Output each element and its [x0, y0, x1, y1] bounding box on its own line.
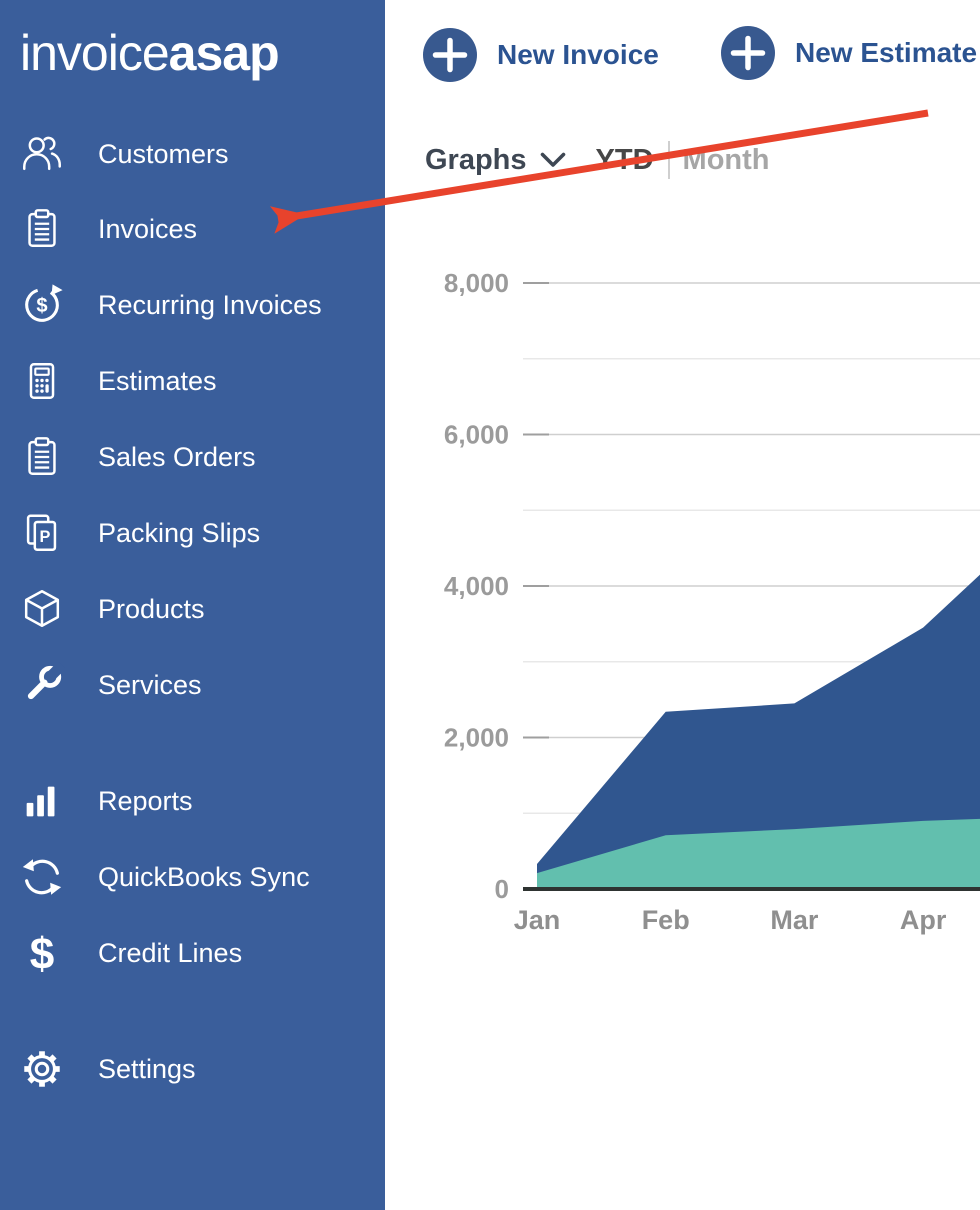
services-icon — [18, 661, 66, 709]
plus-circle-icon — [721, 26, 775, 80]
sidebar-item-recurring-invoices[interactable]: $ Recurring Invoices — [0, 277, 385, 333]
svg-text:$: $ — [30, 930, 55, 976]
sidebar-item-credit-lines[interactable]: $ Credit Lines — [0, 925, 385, 981]
plus-circle-icon — [423, 28, 477, 82]
reports-icon — [18, 777, 66, 825]
sidebar-item-quickbooks-sync[interactable]: QuickBooks Sync — [0, 849, 385, 905]
sidebar: invoiceasap Customers Invoices — [0, 0, 385, 1210]
new-estimate-button[interactable]: New Estimate — [721, 25, 977, 81]
sidebar-item-invoices[interactable]: Invoices — [0, 201, 385, 257]
svg-text:2,000: 2,000 — [444, 723, 509, 753]
new-invoice-label: New Invoice — [497, 39, 659, 70]
svg-text:Apr: Apr — [900, 905, 947, 935]
app-logo: invoiceasap — [20, 24, 280, 82]
svg-text:4,000: 4,000 — [444, 571, 509, 601]
sidebar-item-label: Customers — [98, 138, 229, 169]
svg-text:8,000: 8,000 — [444, 268, 509, 298]
sidebar-item-label: Credit Lines — [98, 937, 243, 968]
settings-icon — [18, 1045, 66, 1093]
sidebar-item-label: Reports — [98, 785, 193, 816]
sidebar-item-reports[interactable]: Reports — [0, 773, 385, 829]
sales-orders-icon — [18, 433, 66, 481]
sidebar-item-settings[interactable]: Settings — [0, 1041, 385, 1097]
sidebar-item-services[interactable]: Services — [0, 657, 385, 713]
packing-slips-icon: P — [18, 509, 66, 557]
invoices-icon — [18, 205, 66, 253]
svg-text:6,000: 6,000 — [444, 420, 509, 450]
customers-icon — [18, 130, 66, 178]
sidebar-item-label: Products — [98, 593, 205, 624]
new-estimate-label: New Estimate — [795, 37, 978, 68]
sidebar-item-customers[interactable]: Customers — [0, 126, 385, 182]
sidebar-item-products[interactable]: Products — [0, 581, 385, 637]
sidebar-item-label: Invoices — [98, 213, 198, 244]
svg-text:$: $ — [36, 295, 47, 317]
products-icon — [18, 585, 66, 633]
revenue-area-chart: 0 2,000 4,000 6,000 8,000 Jan Feb Mar Apr — [444, 268, 980, 935]
sidebar-item-label: Sales Orders — [98, 441, 256, 472]
svg-text:Feb: Feb — [642, 905, 690, 935]
main-content: New Invoice New Estimate Graphs YTD Mont… — [385, 0, 980, 1210]
sidebar-item-label: QuickBooks Sync — [98, 861, 310, 892]
sidebar-item-estimates[interactable]: Estimates — [0, 353, 385, 409]
sidebar-item-sales-orders[interactable]: Sales Orders — [0, 429, 385, 485]
sidebar-item-label: Estimates — [98, 365, 217, 396]
recurring-invoices-icon: $ — [18, 281, 66, 329]
svg-text:0: 0 — [495, 874, 509, 904]
svg-text:Jan: Jan — [514, 905, 561, 935]
sidebar-item-label: Recurring Invoices — [98, 289, 322, 320]
logo-text-bold: asap — [168, 25, 280, 81]
svg-text:Mar: Mar — [770, 905, 819, 935]
new-invoice-button[interactable]: New Invoice — [423, 27, 659, 83]
sidebar-item-label: Settings — [98, 1053, 196, 1084]
quickbooks-sync-icon — [18, 853, 66, 901]
svg-text:P: P — [39, 528, 50, 546]
sidebar-item-label: Packing Slips — [98, 517, 261, 548]
sidebar-item-packing-slips[interactable]: P Packing Slips — [0, 505, 385, 561]
credit-lines-icon: $ — [18, 929, 66, 977]
logo-text-light: invoice — [20, 25, 170, 81]
sidebar-item-label: Services — [98, 669, 202, 700]
estimates-icon — [18, 357, 66, 405]
